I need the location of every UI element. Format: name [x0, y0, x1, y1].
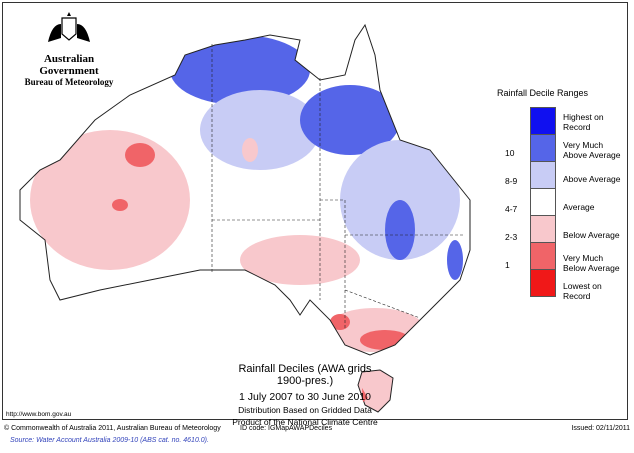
id-code: ID code: IGMapAWAPDeciles [240, 425, 333, 432]
legend-label: Very Much Above Average [563, 140, 621, 160]
legend-label: Very Much Below Average [563, 253, 620, 273]
tasmania [357, 369, 394, 413]
swatch-highest [530, 107, 556, 135]
decile-value: 1 [505, 260, 510, 270]
swatch-very-much-below [530, 242, 556, 270]
swatch-below [530, 215, 556, 243]
swatch-above [530, 161, 556, 189]
source-note: Source: Water Account Australia 2009-10 … [10, 437, 209, 444]
decile-value: 8-9 [505, 176, 518, 186]
decile-value: 2-3 [505, 232, 518, 242]
legend-label: Average [563, 202, 595, 212]
swatch-very-much-above [530, 134, 556, 162]
rainfall-decile-map [19, 24, 471, 413]
coat-of-arms-icon [48, 12, 90, 42]
legend-title: Rainfall Decile Ranges [497, 88, 589, 98]
bom-url[interactable]: http://www.bom.gov.au [6, 411, 72, 418]
agency-logo: Australian Government Bureau of Meteorol… [14, 12, 124, 87]
issued-date: Issued: 02/11/2011 [571, 425, 630, 432]
copyright: © Commonwealth of Australia 2011, Austra… [4, 425, 221, 432]
map-titles: Rainfall Deciles (AWA grids 1900-pres.) … [225, 363, 385, 427]
swatch-lowest [530, 269, 556, 297]
map-title: Rainfall Deciles (AWA grids 1900-pres.) [238, 363, 372, 387]
map-period: 1 July 2007 to 30 June 2010 [239, 391, 371, 403]
tasmania-low-area [362, 388, 368, 402]
state-borders [211, 44, 465, 330]
agency-name: Bureau of Meteorology [24, 77, 114, 87]
legend-label: Highest on Record [563, 112, 604, 132]
legend-label: Above Average [563, 174, 621, 184]
map-subtitle: Distribution Based on Gridded Data [238, 405, 372, 415]
decile-value: 10 [505, 148, 515, 158]
government-name: Australian Government [39, 53, 99, 77]
decile-value: 4-7 [505, 204, 518, 214]
map-frame [2, 2, 628, 420]
swatch-average [530, 188, 556, 216]
map-product: Product of the National Climate Centre [232, 417, 378, 427]
legend-swatches [530, 107, 556, 297]
legend-label: Below Average [563, 230, 620, 240]
legend-label: Lowest on Record [563, 281, 602, 301]
